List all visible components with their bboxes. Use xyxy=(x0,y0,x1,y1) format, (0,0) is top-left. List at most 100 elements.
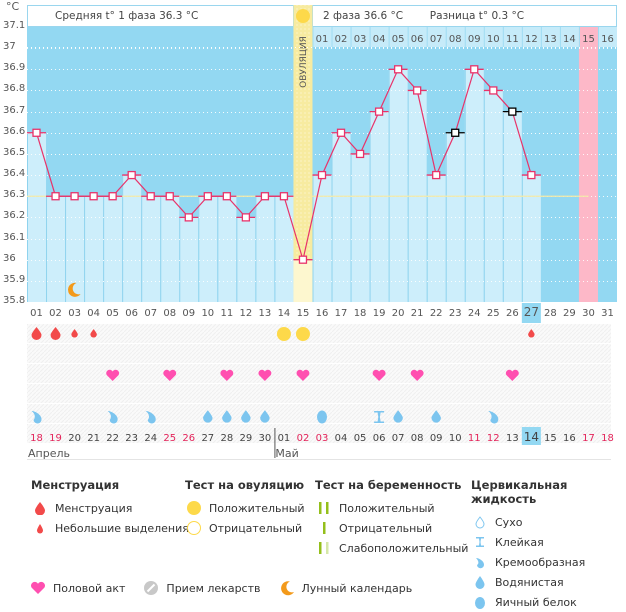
calendar-date-label: 23 xyxy=(125,433,138,444)
calendar-date-label: 03 xyxy=(316,433,329,444)
cycle-day-label: 15 xyxy=(297,308,310,319)
spotting-drop-icon xyxy=(90,329,97,338)
temperature-bar xyxy=(502,111,522,302)
today-highlight xyxy=(521,303,541,323)
cycle-day-label: 29 xyxy=(563,308,576,319)
temperature-point xyxy=(317,170,327,180)
heart-icon xyxy=(163,369,177,381)
negative-test-circle-icon xyxy=(185,520,203,536)
temperature-point xyxy=(489,86,498,95)
symptom-row xyxy=(27,364,611,383)
legend-label: Прием лекарств xyxy=(166,581,261,595)
legend-ovulation-test: Тест на овуляцию Положительный Отрицател… xyxy=(185,478,305,538)
heart-icon xyxy=(410,369,424,381)
watery-fluid-icon xyxy=(222,410,232,423)
legend-ovulation-test-title: Тест на овуляцию xyxy=(185,478,305,492)
temperature-point xyxy=(413,86,422,95)
y-tick-label: 37.1 xyxy=(3,20,26,31)
phase2-day-label: 08 xyxy=(449,34,462,45)
symptom-row xyxy=(27,344,611,363)
ovulation-column xyxy=(293,5,313,302)
cycle-day-label: 03 xyxy=(68,308,81,319)
legend-item: Прием лекарств xyxy=(143,580,261,596)
temperature-point xyxy=(70,192,79,201)
y-tick-label: 36.9 xyxy=(3,62,26,74)
excluded-temperature-point xyxy=(451,128,460,137)
calendar-date-label: 27 xyxy=(201,433,214,444)
ovulation-bar xyxy=(293,259,313,302)
legend-item: Слабоположительный xyxy=(315,538,468,558)
legend-label: Клейкая xyxy=(495,535,544,549)
cycle-day-label: 26 xyxy=(506,308,519,319)
cycle-day-label: 19 xyxy=(373,308,386,319)
heart-icon xyxy=(30,580,46,596)
calendar-date-label: 18 xyxy=(30,433,43,444)
legend-item: Отрицательный xyxy=(315,518,468,538)
phase2-day-label: 02 xyxy=(335,34,348,45)
y-tick-label: 36.4 xyxy=(3,168,26,180)
calendar-date-label: 02 xyxy=(297,433,310,444)
legend-pregnancy-test-title: Тест на беременность xyxy=(315,478,462,492)
y-axis-unit: °C xyxy=(6,0,20,13)
cycle-day-label: 14 xyxy=(278,308,291,319)
heart-icon xyxy=(258,369,272,381)
calendar-date-label: 25 xyxy=(163,433,176,444)
y-tick-label: 36.2 xyxy=(3,210,26,222)
temperature-point xyxy=(51,192,60,201)
cycle-day-label: 31 xyxy=(601,308,614,319)
calendar-date-label: 12 xyxy=(487,433,500,444)
phase2-summary: 2 фаза 36.6 °C Разница t° 0.3 °C xyxy=(312,5,617,27)
expected-period-column xyxy=(578,27,598,302)
legend-item: Сухо xyxy=(471,512,626,532)
y-tick-label: 36 xyxy=(3,252,16,264)
temperature-point xyxy=(279,192,289,201)
temperature-point xyxy=(241,213,251,222)
cycle-day-label: 13 xyxy=(259,308,272,319)
temperature-bar xyxy=(198,196,218,302)
y-tick-label: 36.5 xyxy=(3,146,26,158)
temperature-point xyxy=(336,128,346,137)
creamy-fluid-icon xyxy=(488,411,499,424)
temperature-bar xyxy=(236,217,256,302)
calendar-date-label: 29 xyxy=(240,433,253,444)
phase2-day-label: 04 xyxy=(373,34,386,45)
phase2-label: 2 фаза xyxy=(323,10,361,22)
temperature-bar xyxy=(46,196,66,302)
cycle-day-label: 04 xyxy=(87,308,100,319)
calendar-date-label: 13 xyxy=(506,433,519,444)
legend-label: Яичный белок xyxy=(495,595,577,609)
phase2-day-label: 07 xyxy=(430,34,443,45)
legend-label: Слабоположительный xyxy=(339,541,469,555)
calendar-date-label: 17 xyxy=(582,433,595,444)
calendar-date-label: 08 xyxy=(411,433,424,444)
heart-icon xyxy=(505,369,519,381)
symptom-row xyxy=(27,324,611,343)
eggwhite-fluid-icon xyxy=(317,410,327,424)
legend-item: Яичный белок xyxy=(471,592,626,612)
y-tick-label: 36.1 xyxy=(3,231,26,243)
y-tick-label: 35.9 xyxy=(3,273,26,285)
calendar-date-label: 28 xyxy=(220,433,233,444)
legend-menstruation: Менструация Менструация Небольшие выделе… xyxy=(31,478,189,538)
heart-icon xyxy=(372,369,386,381)
legend-label: Отрицательный xyxy=(339,521,433,535)
temperature-point xyxy=(222,192,231,201)
legend-label: Положительный xyxy=(209,501,305,515)
symptom-row xyxy=(27,424,611,443)
temperature-point xyxy=(89,192,98,201)
phase1-label: Средняя t° 1 фаза xyxy=(55,10,156,22)
calendar-date-label: 01 xyxy=(278,433,291,444)
cycle-day-label: 27 xyxy=(524,305,539,319)
month-label: Май xyxy=(275,447,298,460)
temperature-bar xyxy=(65,196,85,302)
cycle-day-label: 01 xyxy=(30,308,43,319)
phase1-value: 36.3 °C xyxy=(159,10,199,22)
legend-item: Лунный календарь xyxy=(279,580,412,596)
legend-label: Водянистая xyxy=(495,575,564,589)
ovulation-test-positive-icon xyxy=(276,327,291,341)
phase2-day-label: 11 xyxy=(506,34,519,45)
calendar-date-label: 10 xyxy=(449,433,462,444)
legend-label: Небольшие выделения xyxy=(55,521,189,535)
cycle-day-label: 09 xyxy=(182,308,195,319)
today-date-highlight xyxy=(521,427,541,445)
